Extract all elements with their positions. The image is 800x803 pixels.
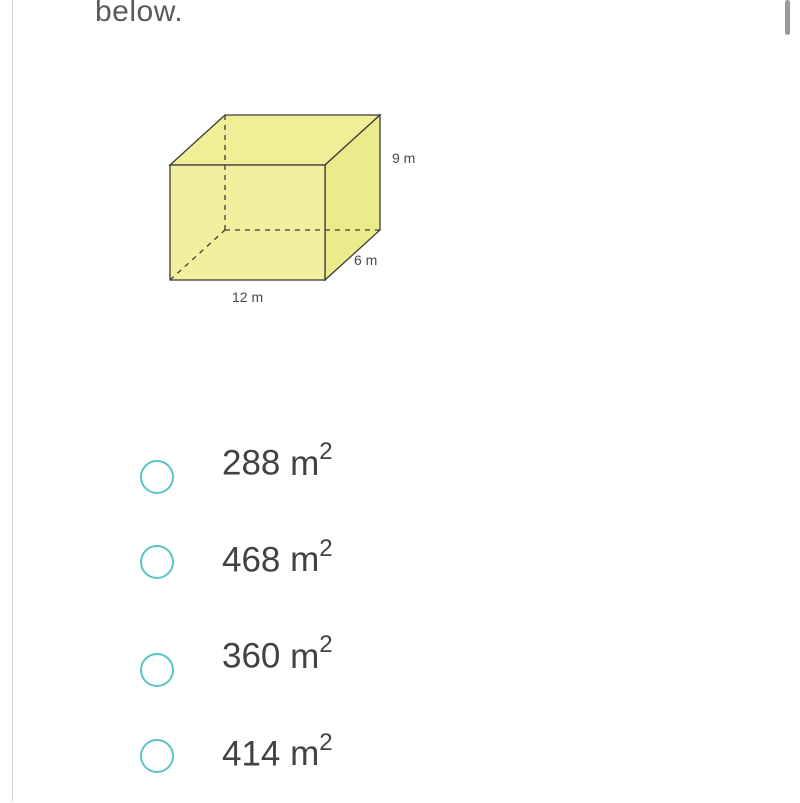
option-1-label: 288 m2	[222, 441, 333, 484]
prism-diagram: 9 m 6 m 12 m	[150, 95, 440, 325]
question-text-partial: below.	[95, 0, 183, 29]
option-2-label: 468 m2	[222, 538, 333, 581]
prism-front-face	[170, 165, 325, 280]
rectangular-prism-svg: 9 m 6 m 12 m	[150, 95, 440, 325]
option-2[interactable]: 468 m2	[140, 525, 333, 593]
answer-options: 288 m2 468 m2 360 m2 414 m2	[140, 415, 333, 803]
option-2-value: 468	[222, 540, 280, 579]
option-3[interactable]: 360 m2	[140, 608, 333, 703]
radio-option-3[interactable]	[140, 653, 174, 687]
option-1-unit: m2	[290, 444, 333, 483]
option-4-label: 414 m2	[222, 732, 333, 775]
height-label: 9 m	[392, 150, 415, 166]
radio-option-1[interactable]	[140, 460, 174, 494]
option-3-value: 360	[222, 637, 280, 676]
radio-option-4[interactable]	[140, 739, 174, 773]
option-3-unit: m2	[290, 637, 333, 676]
option-4-unit: m2	[290, 734, 333, 773]
option-4-value: 414	[222, 734, 280, 773]
radio-option-2[interactable]	[140, 545, 174, 579]
option-4[interactable]: 414 m2	[140, 718, 333, 788]
depth-label: 6 m	[354, 252, 377, 268]
option-3-label: 360 m2	[222, 634, 333, 677]
option-2-unit: m2	[290, 540, 333, 579]
width-label: 12 m	[232, 289, 263, 305]
option-1-value: 288	[222, 444, 280, 483]
left-border	[12, 0, 13, 801]
option-1[interactable]: 288 m2	[140, 415, 333, 510]
scrollbar-thumb[interactable]	[785, 0, 790, 35]
